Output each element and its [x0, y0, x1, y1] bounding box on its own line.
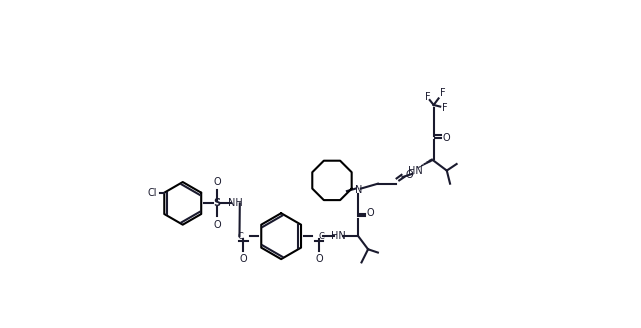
Text: N: N — [354, 185, 362, 195]
Text: O: O — [406, 171, 413, 180]
Text: O: O — [240, 254, 247, 264]
Text: S: S — [213, 198, 221, 208]
Text: F: F — [442, 103, 447, 113]
Text: F: F — [440, 89, 446, 98]
Text: O: O — [443, 133, 451, 143]
Text: F: F — [425, 92, 430, 102]
Text: O: O — [315, 254, 322, 264]
Text: O: O — [367, 208, 374, 218]
Text: C: C — [238, 232, 244, 241]
Text: HN: HN — [331, 231, 346, 241]
Text: O: O — [213, 177, 221, 187]
Text: C: C — [319, 232, 325, 241]
Text: Cl: Cl — [147, 188, 156, 198]
Text: O: O — [213, 220, 221, 230]
Text: NH: NH — [228, 198, 242, 208]
Text: HN: HN — [408, 166, 423, 175]
